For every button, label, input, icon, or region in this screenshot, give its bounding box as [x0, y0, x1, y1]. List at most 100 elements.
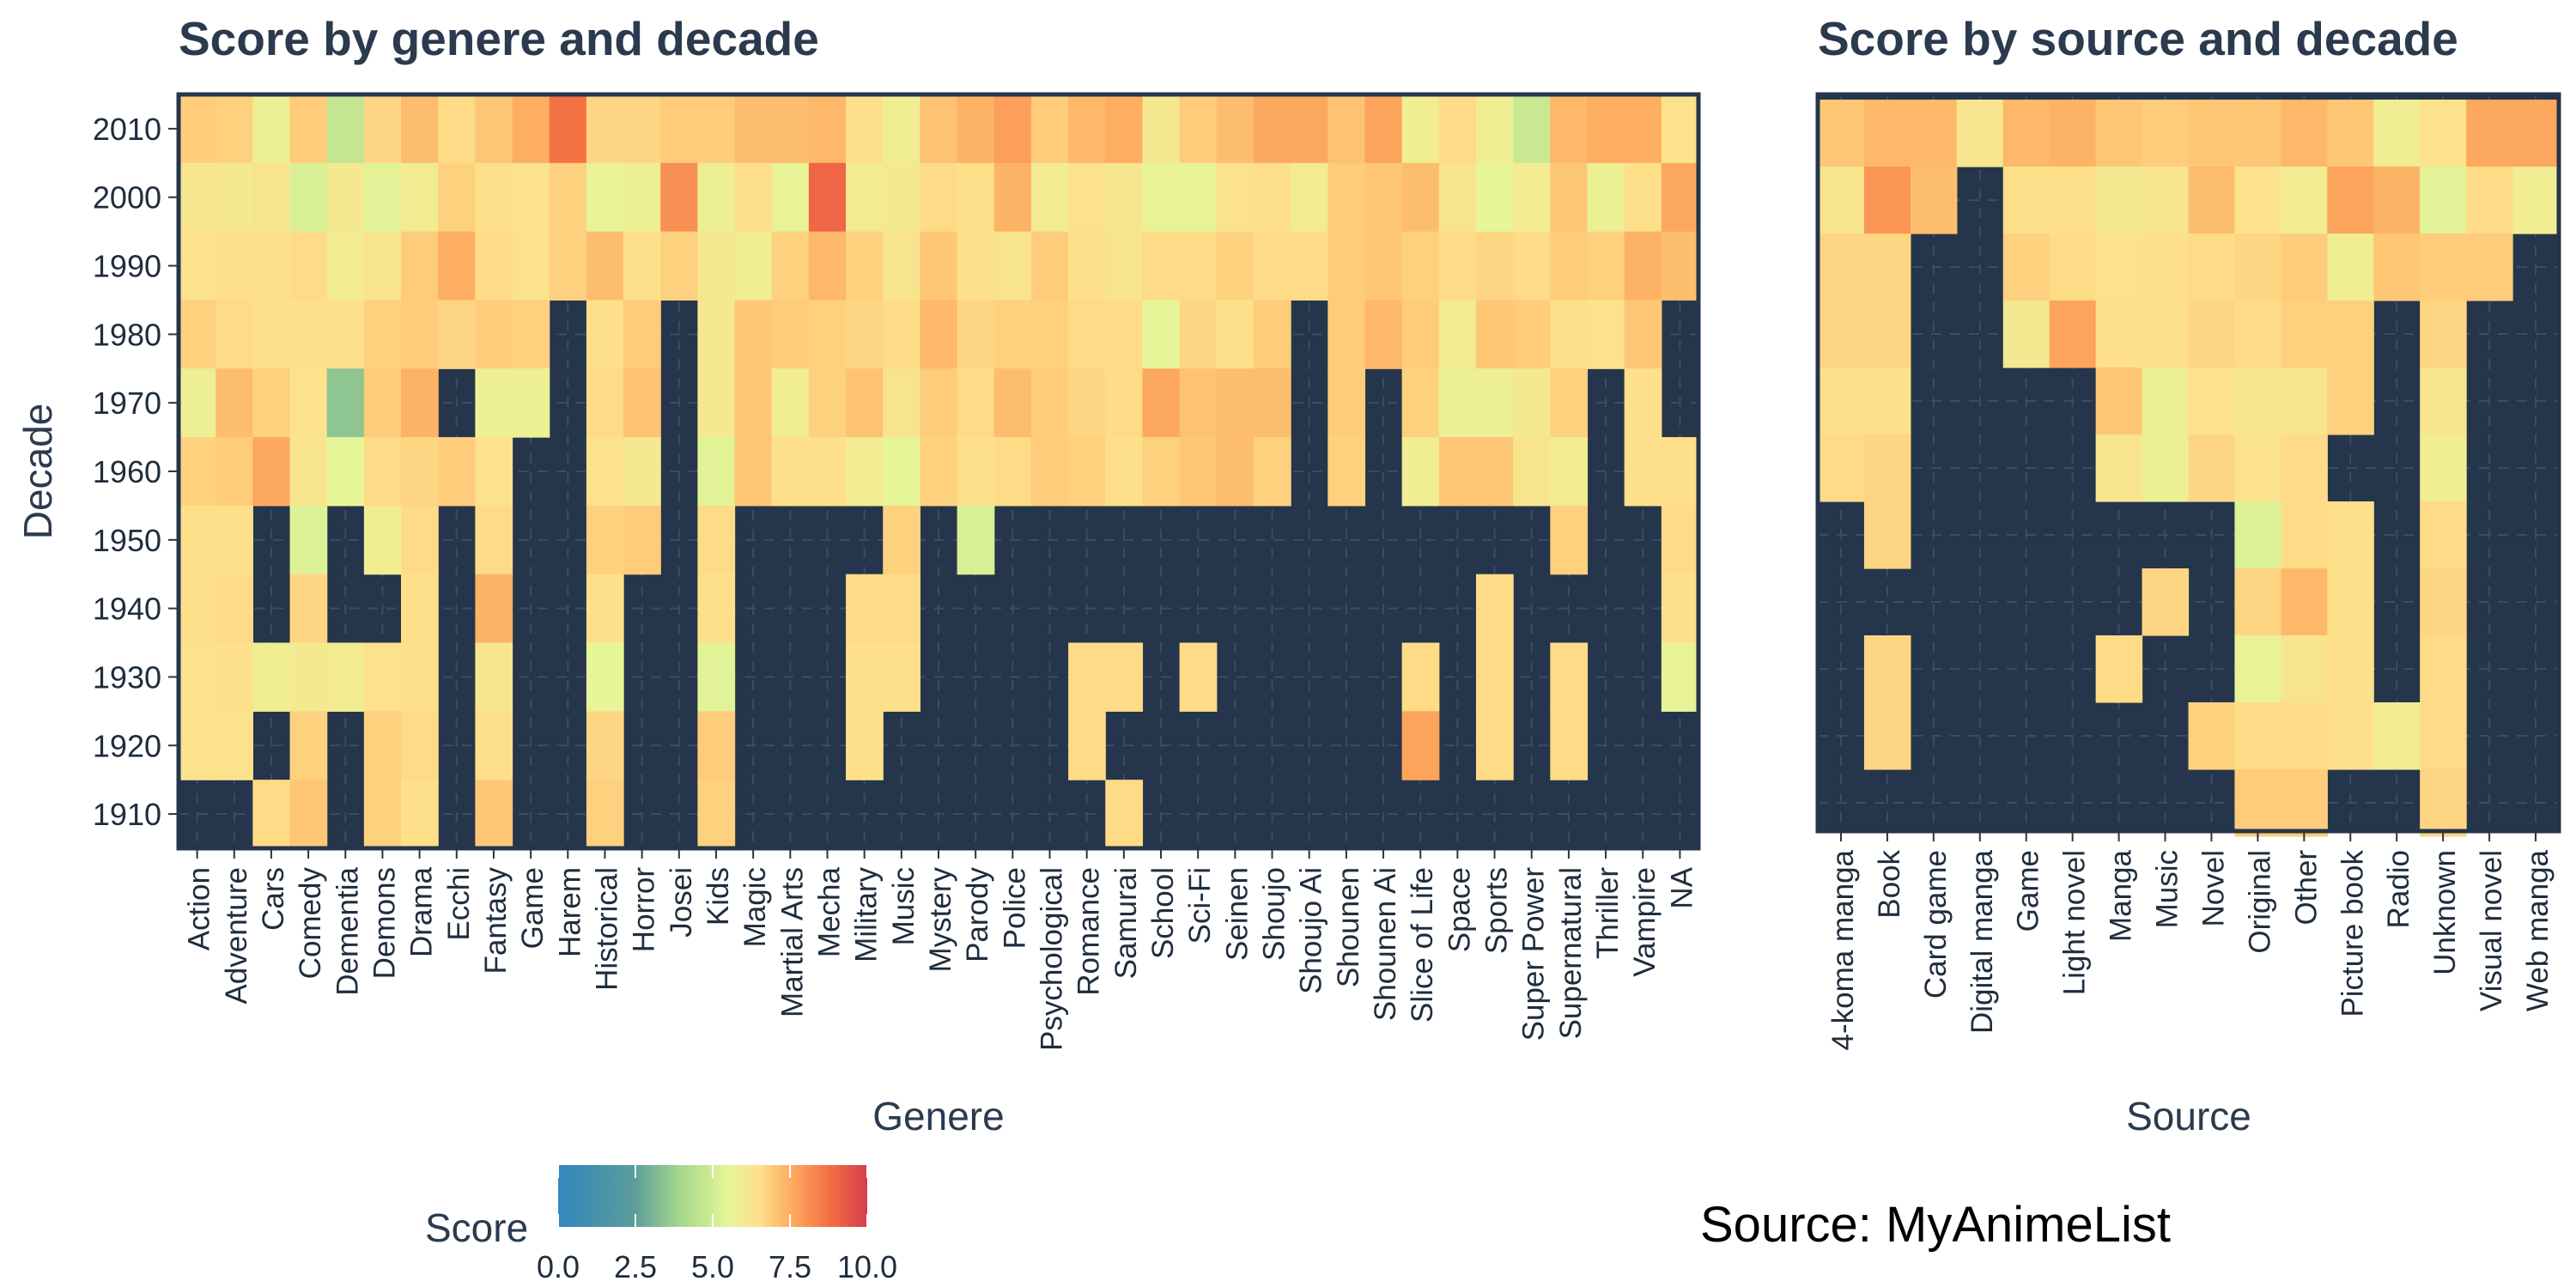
- x-tick-label: Other: [2289, 850, 2323, 926]
- heatmap-cell-picture-book-1920: Picture book / 1920: 6.5: [2327, 702, 2374, 770]
- heatmap-cell-kids-2010: Kids / 2010: 6.9: [697, 94, 736, 164]
- heatmap-cell-music-1980: Music / 1980: 6.6: [883, 300, 921, 369]
- heatmap-cell-slice-of-life-2000: Slice of Life / 2000: 7.2: [1401, 162, 1440, 233]
- heatmap-cell-music-1960: Music / 1960: 5.5: [883, 437, 921, 507]
- heatmap-cell-vampire-1990: Vampire / 1990: 7.4: [1624, 231, 1662, 301]
- heatmap-cell-military-2000: Military / 2000: 6: [846, 162, 884, 233]
- heatmap-cell-super-power-1990: Super Power / 1990: 6.6: [1513, 231, 1551, 301]
- heatmap-cell-drama-2000: Drama / 2000: 6: [401, 162, 439, 233]
- x-tick-label: Historical: [590, 867, 623, 991]
- heatmap-cell-slice-of-life-1970: Slice of Life / 1970: 6.8: [1401, 368, 1440, 438]
- heatmap-cell-demons-2010: Demons / 2010: 6.7: [363, 94, 402, 164]
- heatmap-cell-fantasy-2000: Fantasy / 2000: 6.5: [475, 162, 513, 233]
- heatmap-cell-space-2010: Space / 2010: 6.6: [1438, 94, 1477, 164]
- x-tick-label: Game: [516, 867, 550, 949]
- heatmap-cell-slice-of-life-1920: Slice of Life / 1920: 7.7: [1401, 711, 1440, 780]
- heatmap-cell-other-2010: Other / 2010: 7.3: [2281, 100, 2328, 167]
- heatmap-cell-sci-fi-1930: Sci-Fi / 1930: 6.6: [1179, 642, 1218, 712]
- heatmap-cell-unknown-1950: Unknown / 1950: 6.6: [2420, 501, 2467, 569]
- heatmap-cell-sports-1930: Sports / 1930: 6.6: [1475, 642, 1514, 712]
- heatmap-cell-music-2010: Music / 2010: 5.9: [883, 94, 921, 164]
- heatmap-cell-music-1990: Music / 1990: 6.3: [883, 231, 921, 301]
- heatmap-cell-novel-1960: Novel / 1960: 6.7: [2188, 434, 2236, 502]
- heatmap-cell-mystery-1960: Mystery / 1960: 6.8: [920, 437, 958, 507]
- heatmap-cell-romance-1980: Romance / 1980: 6.6: [1068, 300, 1106, 369]
- heatmap-cell-book-1990: Book / 1990: 6.7: [1863, 234, 1911, 301]
- heatmap-cell-shounen-1960: Shounen / 1960: 6.8: [1327, 437, 1366, 507]
- heatmap-cell-comedy-1970: Comedy / 1970: 6.4: [289, 368, 328, 438]
- genre-chart-title: Score by genere and decade: [179, 12, 819, 65]
- heatmap-cell-picture-book-1940: Picture book / 1940: 6.5: [2327, 568, 2374, 636]
- x-tick-label: Card game: [1919, 850, 1953, 999]
- x-tick-label: Book: [1873, 850, 1906, 919]
- heatmap-cell-manga-1930: Manga / 1930: 6.6: [2095, 635, 2143, 703]
- heatmap-cell-book-1950: Book / 1950: 6.7: [1863, 501, 1911, 569]
- heatmap-cell-cars-1970: Cars / 1970: 6.8: [252, 368, 291, 438]
- heatmap-cell-unknown-1910: Unknown / 1910: 6.7: [2420, 769, 2467, 837]
- heatmap-cell-historical-1990: Historical / 1990: 7.2: [586, 231, 624, 301]
- heatmap-cell-drama-2010: Drama / 2010: 7.2: [401, 94, 439, 164]
- heatmap-cell-action-1970: Action / 1970: 5.8: [179, 368, 216, 438]
- heatmap-cell-shounen-ai-2010: Shounen Ai / 2010: 7.7: [1364, 94, 1403, 164]
- heatmap-cell-novel-1990: Novel / 1990: 6.6: [2188, 234, 2236, 301]
- x-tick-label: Romance: [1072, 867, 1106, 996]
- heatmap-cell-shounen-1980: Shounen / 1980: 6.9: [1327, 300, 1366, 369]
- heatmap-cell-ecchi-1980: Ecchi / 1980: 6.7: [438, 300, 476, 369]
- heatmap-cell-thriller-2010: Thriller / 2010: 7.5: [1587, 94, 1625, 164]
- heatmap-cell-shounen-1970: Shounen / 1970: 6.9: [1327, 368, 1366, 438]
- heatmap-cell-unknown-1980: Unknown / 1980: 6.7: [2420, 301, 2467, 368]
- heatmap-cell-unknown-2000: Unknown / 2000: 5.4: [2420, 167, 2467, 234]
- heatmap-cell-horror-1950: Horror / 1950: 6.9: [623, 505, 661, 575]
- heatmap-cell-shoujo-1960: Shoujo / 1960: 6.8: [1253, 437, 1291, 507]
- heatmap-cell-comedy-2010: Comedy / 2010: 6.9: [289, 94, 328, 164]
- heatmap-cell-martial-arts-1990: Martial Arts / 1990: 6.8: [771, 231, 810, 301]
- heatmap-cell-fantasy-1950: Fantasy / 1950: 6.6: [475, 505, 513, 575]
- heatmap-cell-music-1970: Music / 1970: 6.3: [883, 368, 921, 438]
- heatmap-cell-military-1970: Military / 1970: 7.1: [846, 368, 884, 438]
- heatmap-cell-manga-1960: Manga / 1960: 6.2: [2095, 434, 2143, 502]
- heatmap-cell-shoujo-1980: Shoujo / 1980: 6.9: [1253, 300, 1291, 369]
- heatmap-cell-sports-1960: Sports / 1960: 7: [1475, 437, 1514, 507]
- heatmap-cell-game-2010: Game / 2010: 7.3: [2002, 100, 2050, 167]
- heatmap-cell-space-2000: Space / 2000: 6.3: [1438, 162, 1477, 233]
- x-tick-label: Dementia: [331, 866, 364, 995]
- heatmap-cell-school-1960: School / 1960: 6.8: [1142, 437, 1181, 507]
- heatmap-cell-historical-2000: Historical / 2000: 5.6: [586, 162, 624, 233]
- x-tick-label: Mecha: [812, 866, 846, 957]
- heatmap-cell-mystery-2010: Mystery / 2010: 7.1: [920, 94, 958, 164]
- heatmap-cell-adventure-1940: Adventure / 1940: 6.6: [216, 574, 253, 644]
- heatmap-cell-military-1940: Military / 1940: 6.6: [846, 574, 884, 644]
- heatmap-cell-other-1970: Other / 1970: 6.3: [2281, 367, 2328, 435]
- heatmap-cell-super-power-1970: Super Power / 1970: 6.1: [1513, 368, 1551, 438]
- heatmap-cell-horror-1970: Horror / 1970: 7.1: [623, 368, 661, 438]
- heatmap-cell-light-novel-2010: Light novel / 2010: 7.4: [2049, 100, 2097, 167]
- heatmap-cell-sports-2010: Sports / 2010: 5.9: [1475, 94, 1514, 164]
- heatmap-cell-action-1920: Action / 1920: 6.4: [179, 711, 216, 780]
- x-tick-label: Drama: [405, 866, 439, 957]
- y-tick-label: 2010: [93, 112, 161, 147]
- heatmap-cell-4-koma-manga-2010: 4-koma manga / 2010: 7: [1818, 100, 1865, 167]
- x-tick-label: Martial Arts: [775, 867, 809, 1017]
- heatmap-cell-josei-2010: Josei / 2010: 6.9: [660, 94, 698, 164]
- heatmap-cell-super-power-1980: Super Power / 1980: 6.9: [1513, 300, 1551, 369]
- heatmap-cell-police-1990: Police / 1990: 6.3: [993, 231, 1032, 301]
- heatmap-cell-light-novel-1990: Light novel / 1990: 6.6: [2049, 234, 2097, 301]
- heatmap-cell-shounen-2010: Shounen / 2010: 7.1: [1327, 94, 1366, 164]
- heatmap-cell-psychological-1960: Psychological / 1960: 6.9: [1030, 437, 1069, 507]
- x-tick-label: Game: [2012, 850, 2045, 932]
- heatmap-cell-book-2000: Book / 2000: 8: [1863, 167, 1911, 234]
- heatmap-cell-samurai-2010: Samurai / 2010: 7.5: [1105, 94, 1144, 164]
- heatmap-cell-original-2000: Original / 2000: 6.4: [2234, 167, 2281, 234]
- heatmap-cell-na-1950: NA / 1950: 6.6: [1661, 505, 1699, 575]
- heatmap-cell-kids-1940: Kids / 1940: 6.5: [697, 574, 736, 644]
- heatmap-cell-shounen-ai-2000: Shounen Ai / 2000: 7: [1364, 162, 1403, 233]
- heatmap-cell-fantasy-1990: Fantasy / 1990: 6.6: [475, 231, 513, 301]
- heatmap-cell-sci-fi-1990: Sci-Fi / 1990: 6.6: [1179, 231, 1218, 301]
- heatmap-cell-other-1940: Other / 1940: 7.3: [2281, 568, 2328, 636]
- heatmap-cell-novel-2010: Novel / 2010: 7: [2188, 100, 2236, 167]
- heatmap-cell-thriller-2000: Thriller / 2000: 5.8: [1587, 162, 1625, 233]
- heatmap-cell-slice-of-life-1960: Slice of Life / 1960: 5.9: [1401, 437, 1440, 507]
- x-tick-label: Music: [2151, 850, 2184, 928]
- heatmap-cell-kids-1930: Kids / 1930: 5.4: [697, 642, 736, 712]
- heatmap-cell-adventure-1990: Adventure / 1990: 6.5: [216, 231, 253, 301]
